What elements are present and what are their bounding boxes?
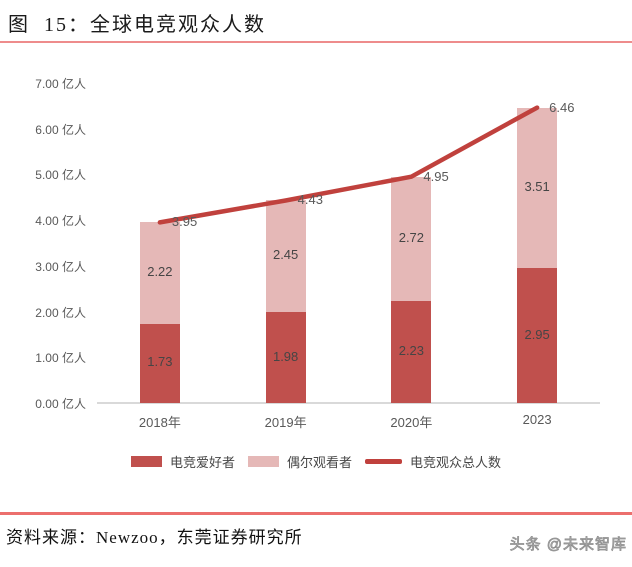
- legend-swatch-total-audience: [365, 459, 402, 464]
- x-axis-line: [97, 402, 600, 404]
- bar-label-esports-enthusiasts-1: 1.98: [272, 348, 299, 364]
- bar-label-esports-enthusiasts-2: 2.23: [398, 343, 425, 359]
- bar-label-occasional-viewers-2: 2.72: [398, 229, 425, 245]
- legend-label-total-audience: 电竞观众总人数: [410, 455, 502, 470]
- y-tick-7: 7.00 亿人: [35, 76, 86, 91]
- line-point-label-2: 4.95: [423, 168, 449, 184]
- bar-label-occasional-viewers-0: 2.22: [147, 264, 173, 280]
- bar-esports-enthusiasts-0: [139, 323, 180, 403]
- bar-label-occasional-viewers-1: 2.45: [272, 247, 299, 263]
- bar-label-occasional-viewers-3: 3.51: [524, 178, 550, 194]
- legend-item-occasional-viewers: 偶尔观看者: [247, 452, 352, 471]
- chart-legend: 电竞爱好者 偶尔观看者 电竞观众总人数: [0, 452, 632, 471]
- watermark: 头条 @未来智库: [509, 536, 627, 554]
- source-text: 资料来源：Newzoo，东莞证券研究所: [6, 528, 303, 547]
- line-point-label-0: 3.95: [171, 214, 198, 230]
- title-underline: [0, 41, 632, 43]
- x-tick-2: 2020年: [390, 415, 433, 430]
- legend-swatch-esports-enthusiasts: [130, 456, 162, 467]
- x-tick-3: 2023: [522, 412, 552, 427]
- legend-swatch-occasional-viewers: [247, 456, 279, 467]
- legend-label-occasional-viewers: 偶尔观看者: [286, 455, 352, 470]
- y-tick-5: 5.00 亿人: [35, 168, 86, 183]
- y-tick-6: 6.00 亿人: [35, 122, 86, 137]
- legend-label-esports-enthusiasts: 电竞爱好者: [169, 455, 235, 470]
- x-tick-1: 2019年: [264, 415, 307, 430]
- bar-esports-enthusiasts-2: [391, 301, 432, 403]
- x-tick-0: 2018年: [138, 415, 181, 430]
- y-tick-3: 3.00 亿人: [35, 259, 86, 274]
- y-tick-2: 2.00 亿人: [35, 305, 86, 320]
- bar-occasional-viewers-0: [139, 222, 180, 324]
- legend-item-total-audience: 电竞观众总人数: [365, 452, 501, 471]
- bar-label-esports-enthusiasts-0: 1.73: [147, 354, 173, 370]
- y-tick-4: 4.00 亿人: [35, 214, 86, 229]
- bar-label-esports-enthusiasts-3: 2.95: [524, 326, 550, 342]
- figure-title: 图 15：全球电竞观众人数: [8, 14, 266, 36]
- line-point-label-1: 4.43: [297, 192, 323, 208]
- bar-esports-enthusiasts-1: [265, 312, 306, 403]
- y-tick-1: 1.00 亿人: [35, 351, 86, 366]
- legend-item-esports-enthusiasts: 电竞爱好者: [130, 452, 235, 471]
- y-tick-0: 0.00 亿人: [35, 397, 86, 411]
- bar-esports-enthusiasts-3: [517, 268, 558, 403]
- footer-divider: [0, 512, 632, 515]
- line-point-label-3: 6.46: [549, 99, 575, 115]
